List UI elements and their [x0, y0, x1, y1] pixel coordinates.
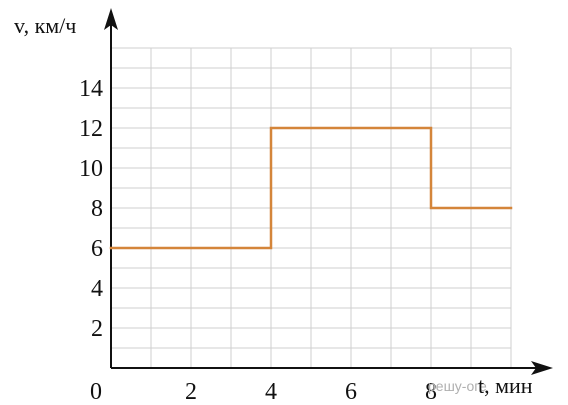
y-axis-arrow-icon — [104, 8, 118, 30]
speed-series-line — [109, 126, 513, 250]
x-tick-label: 8 — [425, 379, 437, 405]
x-tick-label: 6 — [345, 379, 357, 405]
x-tick-labels: 0 2 4 6 8 — [90, 379, 437, 405]
y-tick-label: 2 — [91, 316, 103, 342]
y-tick-label: 12 — [79, 116, 103, 142]
y-axis-title: v, км/ч — [14, 13, 76, 38]
y-tick-labels: 2 4 6 8 10 12 14 — [79, 76, 103, 342]
y-tick-label: 6 — [91, 236, 103, 262]
chart-grid — [111, 47, 512, 368]
y-tick-label: 14 — [79, 76, 103, 102]
y-tick-label: 4 — [91, 276, 103, 302]
x-axis-arrow-icon — [531, 361, 553, 375]
watermark: решу-оге — [428, 378, 487, 394]
x-tick-label: 2 — [185, 379, 197, 405]
x-tick-label: 0 — [90, 379, 102, 405]
x-tick-label: 4 — [265, 379, 277, 405]
x-axis-title: t, мин — [478, 373, 533, 398]
y-tick-label: 8 — [91, 196, 103, 222]
y-tick-label: 10 — [79, 156, 103, 182]
